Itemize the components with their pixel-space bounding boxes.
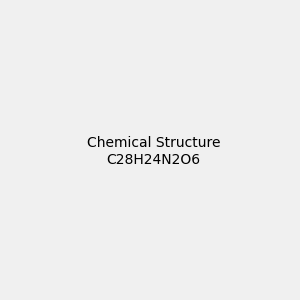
Text: Chemical Structure
C28H24N2O6: Chemical Structure C28H24N2O6 xyxy=(87,136,220,166)
